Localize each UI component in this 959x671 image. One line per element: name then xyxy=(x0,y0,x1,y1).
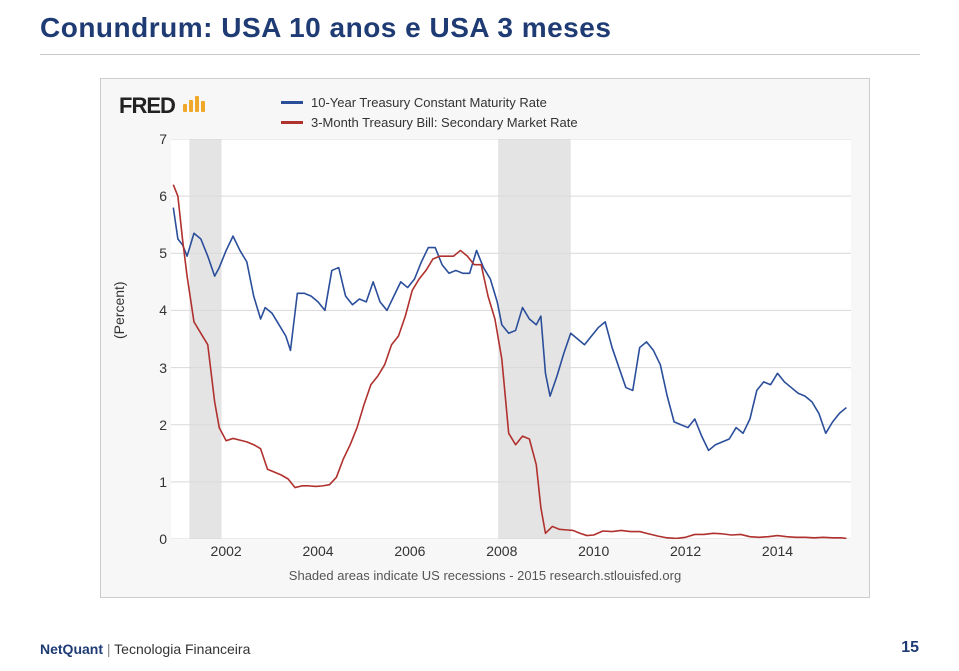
legend-item-1: 10-Year Treasury Constant Maturity Rate xyxy=(281,93,578,113)
slide: Conundrum: USA 10 anos e USA 3 meses FRE… xyxy=(0,0,959,671)
xtick: 2004 xyxy=(293,543,343,559)
chart-panel: FRED 10-Year Treasury Constant Maturity … xyxy=(100,78,870,598)
footer: NetQuant | Tecnologia Financeira xyxy=(40,641,250,657)
ytick: 7 xyxy=(151,131,167,147)
ytick: 1 xyxy=(151,474,167,490)
ytick: 6 xyxy=(151,188,167,204)
footer-brand: NetQuant xyxy=(40,641,103,657)
xtick: 2006 xyxy=(385,543,435,559)
xtick: 2002 xyxy=(201,543,251,559)
legend-label-2: 3-Month Treasury Bill: Secondary Market … xyxy=(311,113,578,133)
xtick: 2014 xyxy=(752,543,802,559)
xtick: 2012 xyxy=(661,543,711,559)
legend-label-1: 10-Year Treasury Constant Maturity Rate xyxy=(311,93,547,113)
chart-legend: 10-Year Treasury Constant Maturity Rate … xyxy=(281,93,578,132)
plot-svg xyxy=(171,139,851,539)
ytick: 4 xyxy=(151,302,167,318)
ytick: 2 xyxy=(151,417,167,433)
fred-logo-bars-icon xyxy=(183,96,207,117)
fred-logo-text: FRED xyxy=(119,93,175,119)
page-title: Conundrum: USA 10 anos e USA 3 meses xyxy=(40,12,611,44)
footer-rest: Tecnologia Financeira xyxy=(114,641,250,657)
xtick: 2008 xyxy=(477,543,527,559)
title-rule xyxy=(40,54,920,55)
fred-logo: FRED xyxy=(119,93,207,119)
page-number: 15 xyxy=(901,639,919,657)
xtick: 2010 xyxy=(569,543,619,559)
legend-swatch-2 xyxy=(281,121,303,124)
ytick: 3 xyxy=(151,360,167,376)
ytick: 0 xyxy=(151,531,167,547)
legend-item-2: 3-Month Treasury Bill: Secondary Market … xyxy=(281,113,578,133)
legend-swatch-1 xyxy=(281,101,303,104)
chart-caption: Shaded areas indicate US recessions - 20… xyxy=(101,568,869,583)
ytick: 5 xyxy=(151,245,167,261)
y-axis-label: (Percent) xyxy=(111,281,127,339)
plot-area xyxy=(171,139,851,539)
footer-sep: | xyxy=(103,641,114,657)
